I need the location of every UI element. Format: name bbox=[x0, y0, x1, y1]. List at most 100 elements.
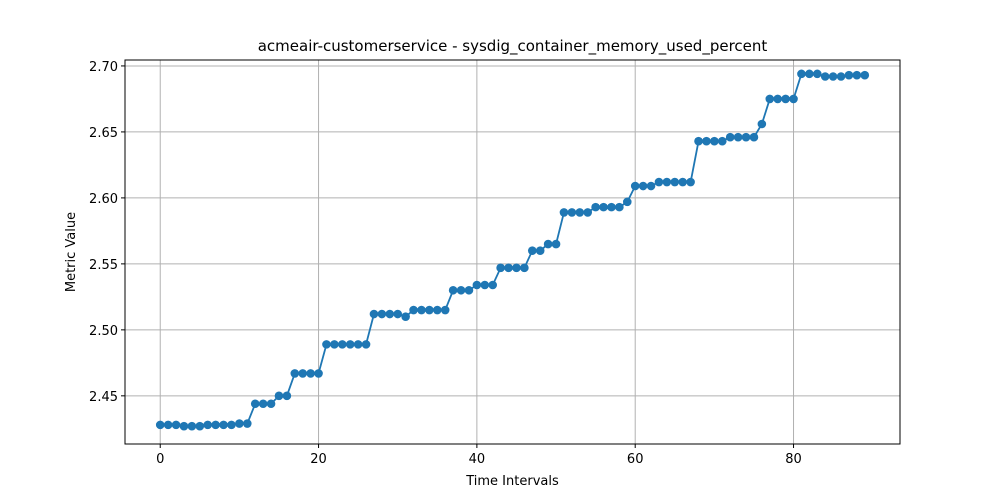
data-point bbox=[290, 369, 300, 378]
y-axis-label: Metric Value bbox=[64, 212, 79, 292]
data-point bbox=[765, 94, 775, 104]
data-point bbox=[179, 421, 189, 431]
grid bbox=[125, 60, 900, 444]
data-point bbox=[338, 340, 347, 349]
data-point bbox=[662, 177, 672, 187]
data-point bbox=[789, 94, 798, 104]
data-point bbox=[496, 263, 505, 273]
data-point bbox=[520, 263, 529, 273]
data-point bbox=[464, 285, 474, 295]
data-point bbox=[852, 70, 862, 80]
data-point bbox=[235, 419, 244, 428]
data-point bbox=[306, 369, 315, 378]
data-point bbox=[773, 94, 782, 104]
data-point bbox=[369, 309, 379, 319]
data-point bbox=[694, 136, 703, 146]
data-point bbox=[638, 181, 648, 191]
data-point bbox=[258, 399, 268, 409]
data-point bbox=[583, 208, 593, 217]
data-point bbox=[622, 197, 632, 207]
data-point bbox=[472, 280, 482, 290]
data-point bbox=[211, 420, 220, 430]
data-point bbox=[361, 340, 371, 349]
ticks: 0 20 40 60 80 2.45 2.50 2.55 2.60 2.65 2.70 bbox=[89, 60, 802, 467]
data-point bbox=[820, 72, 830, 81]
series-layer bbox=[155, 69, 870, 431]
data-point bbox=[710, 136, 719, 146]
data-point bbox=[630, 181, 640, 191]
data-point bbox=[686, 177, 695, 187]
data-point bbox=[654, 177, 664, 187]
data-point bbox=[425, 305, 434, 315]
data-point bbox=[757, 119, 767, 129]
x-tick-label: 20 bbox=[310, 452, 327, 467]
data-point bbox=[860, 70, 870, 80]
data-point bbox=[322, 340, 331, 349]
data-point bbox=[567, 208, 577, 217]
y-tick-label: 2.65 bbox=[89, 126, 118, 141]
data-point bbox=[227, 420, 236, 430]
y-tick-label: 2.45 bbox=[89, 390, 118, 405]
data-point bbox=[298, 369, 308, 378]
data-point bbox=[345, 340, 355, 349]
chart-title: acmeair-customerservice - sysdig_contain… bbox=[258, 37, 768, 56]
data-point bbox=[432, 305, 442, 315]
data-point bbox=[195, 421, 205, 431]
data-point bbox=[781, 94, 790, 104]
data-point bbox=[741, 132, 751, 142]
data-point bbox=[836, 72, 846, 81]
data-point bbox=[591, 202, 600, 212]
data-point bbox=[330, 340, 339, 349]
y-tick-label: 2.60 bbox=[89, 192, 118, 207]
data-point bbox=[401, 312, 410, 321]
data-point bbox=[812, 69, 822, 79]
data-point bbox=[828, 72, 838, 81]
data-point bbox=[377, 309, 387, 319]
data-point bbox=[456, 285, 466, 295]
data-point bbox=[417, 305, 426, 315]
data-point bbox=[725, 132, 735, 142]
data-point bbox=[504, 263, 513, 273]
data-point bbox=[353, 340, 363, 349]
data-point bbox=[187, 421, 197, 431]
data-point bbox=[163, 420, 173, 430]
data-point bbox=[171, 420, 181, 430]
data-point bbox=[646, 181, 656, 191]
data-point bbox=[717, 136, 727, 146]
data-point bbox=[155, 420, 165, 430]
y-tick-label: 2.70 bbox=[89, 60, 118, 75]
data-point bbox=[409, 305, 418, 315]
data-point bbox=[282, 391, 292, 401]
data-point bbox=[551, 239, 561, 249]
x-tick-label: 40 bbox=[469, 452, 486, 467]
data-point bbox=[488, 280, 498, 290]
x-tick-label: 80 bbox=[785, 452, 802, 467]
data-point bbox=[797, 69, 806, 79]
data-point bbox=[733, 132, 743, 142]
data-point bbox=[314, 369, 323, 378]
data-point bbox=[575, 208, 585, 217]
data-point bbox=[385, 309, 395, 319]
data-point bbox=[535, 246, 545, 255]
y-tick-label: 2.55 bbox=[89, 258, 118, 273]
data-point bbox=[749, 132, 759, 142]
data-point bbox=[203, 420, 213, 430]
x-axis-label: Time Intervals bbox=[465, 474, 559, 489]
data-point bbox=[274, 391, 284, 401]
data-point bbox=[440, 305, 450, 315]
data-point bbox=[480, 280, 490, 290]
data-point bbox=[527, 246, 537, 255]
data-point bbox=[599, 202, 608, 212]
data-point bbox=[243, 419, 252, 428]
x-tick-label: 60 bbox=[627, 452, 644, 467]
data-point bbox=[219, 420, 228, 430]
data-point bbox=[615, 202, 624, 212]
x-tick-label: 0 bbox=[156, 452, 164, 467]
y-tick-label: 2.50 bbox=[89, 324, 118, 339]
data-point bbox=[702, 136, 711, 146]
data-point bbox=[844, 70, 854, 80]
data-point bbox=[250, 399, 260, 409]
data-point bbox=[266, 399, 276, 409]
plot-frame bbox=[124, 59, 901, 445]
